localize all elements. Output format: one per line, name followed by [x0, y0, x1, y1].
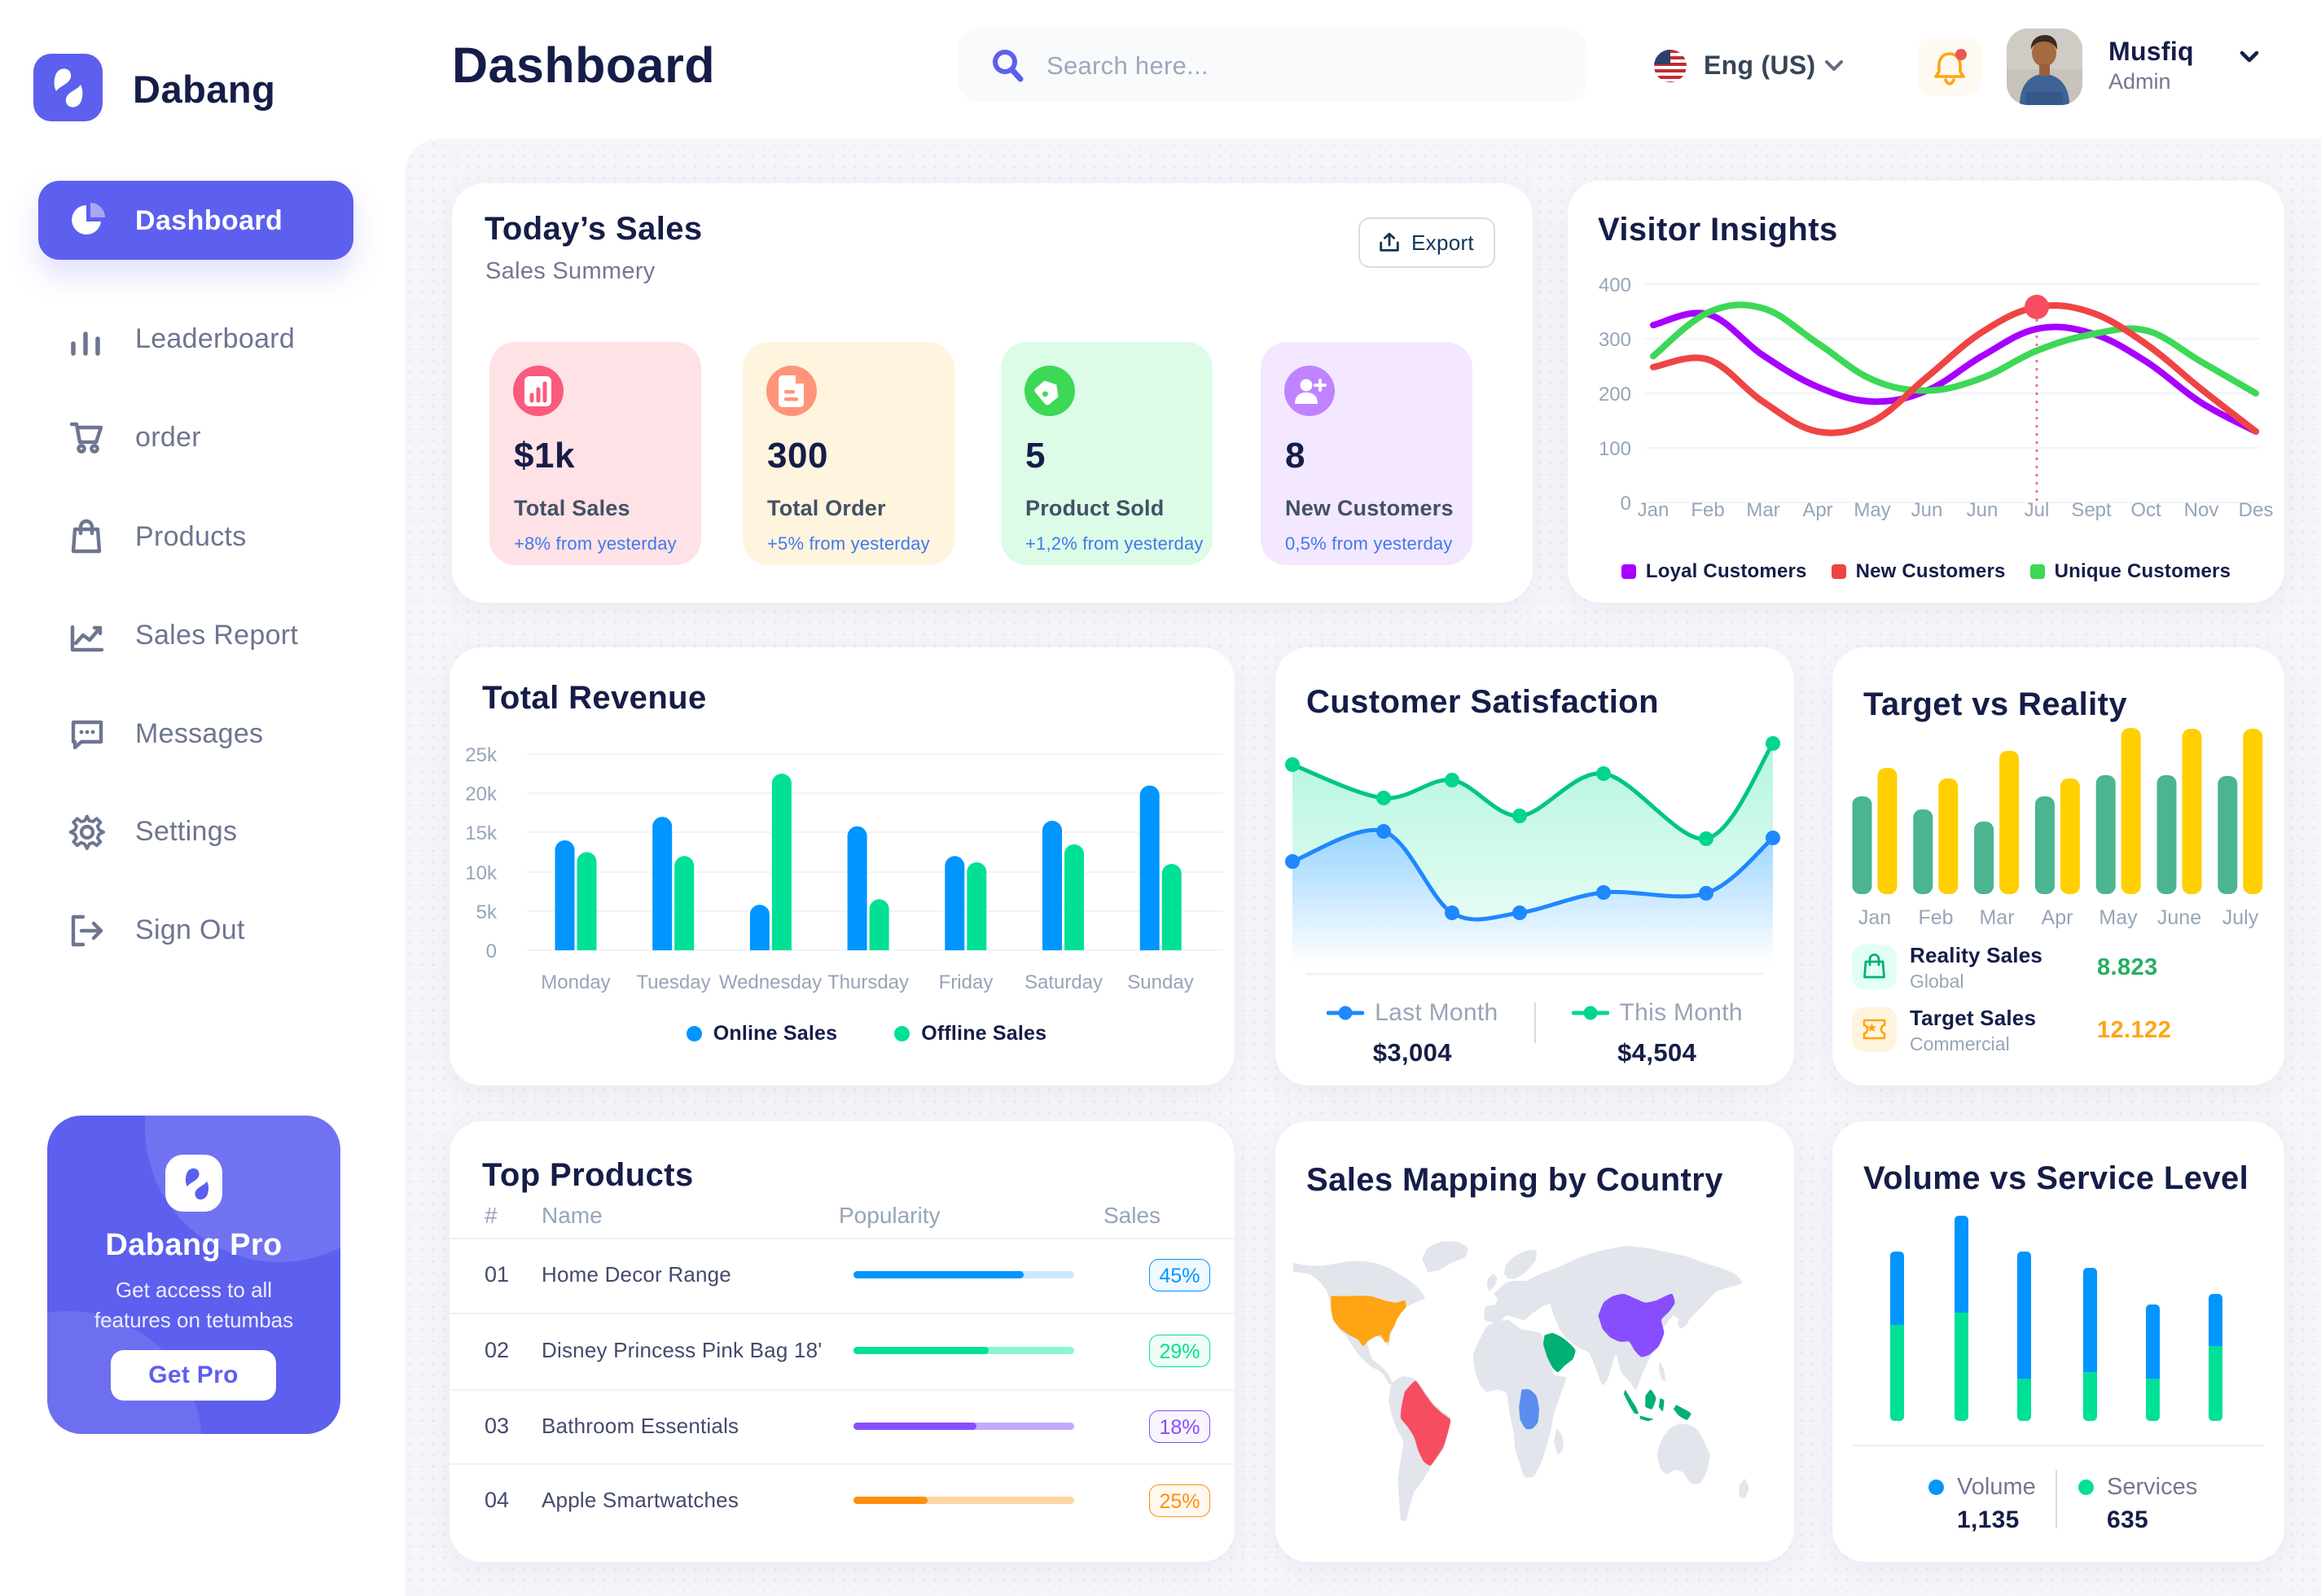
- svg-text:May: May: [2099, 906, 2138, 929]
- svg-text:Feb: Feb: [1918, 906, 1953, 929]
- svg-text:Saturday: Saturday: [1024, 971, 1103, 993]
- svg-text:Jun: Jun: [1967, 499, 1999, 521]
- svg-text:20k: 20k: [465, 783, 498, 805]
- svg-text:Friday: Friday: [939, 971, 994, 993]
- svg-text:Des: Des: [2239, 499, 2274, 521]
- svg-text:Monday: Monday: [541, 971, 610, 993]
- svg-text:Mar: Mar: [1746, 499, 1779, 521]
- svg-text:400: 400: [1599, 274, 1631, 296]
- svg-text:Oct: Oct: [2130, 499, 2161, 521]
- svg-text:Sept: Sept: [2071, 499, 2112, 521]
- svg-text:Feb: Feb: [1691, 499, 1724, 521]
- svg-text:Wednesday: Wednesday: [719, 971, 822, 993]
- svg-text:10k: 10k: [465, 862, 498, 884]
- svg-text:Apr: Apr: [1802, 499, 1832, 521]
- svg-text:July: July: [2222, 906, 2259, 929]
- svg-text:Thursday: Thursday: [827, 971, 909, 993]
- svg-text:200: 200: [1599, 384, 1631, 406]
- svg-text:15k: 15k: [465, 822, 498, 844]
- svg-text:25k: 25k: [465, 744, 498, 766]
- svg-text:Jun: Jun: [1911, 499, 1943, 521]
- svg-text:Sunday: Sunday: [1127, 971, 1193, 993]
- svg-text:Jan: Jan: [1858, 906, 1891, 929]
- svg-text:0: 0: [486, 940, 497, 962]
- svg-text:Apr: Apr: [2042, 906, 2073, 929]
- svg-text:300: 300: [1599, 329, 1631, 351]
- svg-text:June: June: [2157, 906, 2201, 929]
- svg-text:Nov: Nov: [2184, 499, 2219, 521]
- svg-text:May: May: [1854, 499, 1890, 521]
- svg-text:Jul: Jul: [2025, 499, 2050, 521]
- svg-text:100: 100: [1599, 438, 1631, 460]
- svg-text:0: 0: [1621, 493, 1631, 515]
- svg-text:Jan: Jan: [1638, 499, 1669, 521]
- svg-text:Mar: Mar: [1979, 906, 2014, 929]
- svg-text:5k: 5k: [476, 901, 498, 923]
- svg-text:Tuesday: Tuesday: [636, 971, 710, 993]
